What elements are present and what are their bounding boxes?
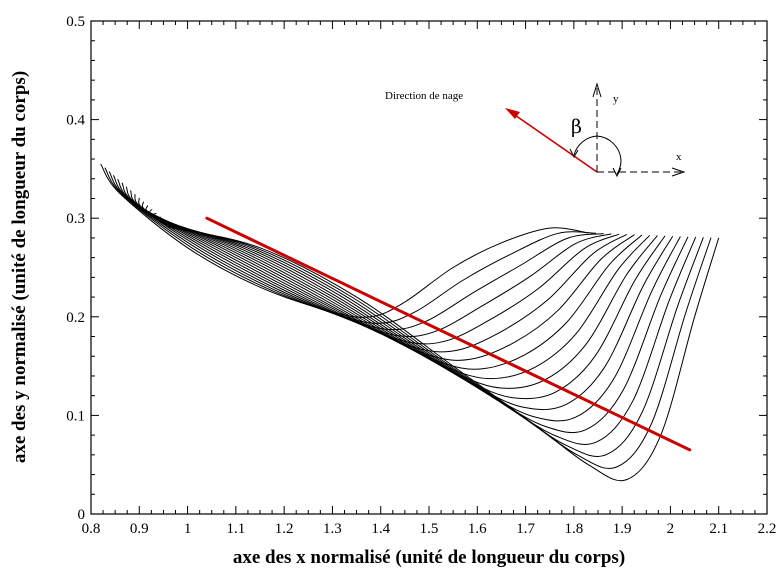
body-curve (166, 226, 720, 482)
y-tick-label: 0.4 (66, 113, 85, 129)
body-curve (141, 201, 666, 400)
x-tick-label: 1 (184, 521, 192, 537)
x-tick-label: 1.5 (420, 521, 439, 537)
trend-line (205, 216, 692, 452)
x-tick-label: 1.7 (516, 521, 535, 537)
direction-label: Direction de nage (385, 90, 463, 102)
y-tick-label: 0.5 (66, 14, 85, 30)
inset-x-arrowhead (671, 167, 686, 177)
body-curve (159, 220, 704, 457)
direction-arrow (511, 112, 598, 173)
x-tick-label: 2.1 (709, 521, 728, 537)
x-tick-label: 0.8 (82, 521, 101, 537)
x-tick-label: 2 (667, 521, 675, 537)
body-curve (162, 223, 712, 469)
angle-arc (573, 135, 622, 175)
y-tick-label: 0 (78, 507, 86, 523)
x-tick-label: 2.2 (758, 521, 777, 537)
body-curve (100, 163, 589, 318)
swimming-direction-inset: Direction de nage y x β (385, 82, 686, 178)
body-curve (125, 186, 635, 361)
x-tick-label: 1.9 (613, 521, 632, 537)
body-curve (138, 197, 658, 389)
direction-arrowhead (505, 108, 520, 119)
y-tick-label: 0.3 (66, 211, 85, 227)
x-tick-label: 1.1 (226, 521, 245, 537)
y-axis-ticks: 0 0.1 0.2 0.3 0.4 0.5 (66, 14, 767, 523)
y-tick-label: 0.2 (66, 310, 85, 326)
x-axis-ticks: 0.8 0.9 1 1.1 1.2 1.3 1.4 1.5 1.6 1.7 1.8 1.9 2 2.1 2.… (82, 21, 777, 537)
inset-x-label: x (676, 151, 682, 163)
body-curve (104, 167, 597, 324)
y-axis-title: axe des y normalisé (unité de longueur d… (9, 71, 30, 463)
x-tick-label: 1.4 (371, 521, 390, 537)
body-curve (108, 171, 604, 331)
beta-symbol: β (571, 116, 582, 138)
x-axis-title: axe des x normalisé (unité de longueur d… (233, 547, 625, 568)
x-tick-label: 1.8 (564, 521, 583, 537)
x-tick-label: 1.6 (468, 521, 487, 537)
inset-y-arrowhead (592, 82, 602, 98)
body-curves (100, 163, 720, 482)
y-tick-label: 0.1 (66, 408, 85, 424)
trend-series (205, 216, 692, 452)
angle-arc-arrowhead-right (612, 167, 622, 178)
x-tick-label: 1.3 (323, 521, 342, 537)
x-tick-label: 1.2 (275, 521, 294, 537)
x-tick-label: 0.9 (130, 521, 149, 537)
angle-arc-arrowhead-left (569, 148, 579, 159)
inset-y-label: y (613, 93, 619, 105)
